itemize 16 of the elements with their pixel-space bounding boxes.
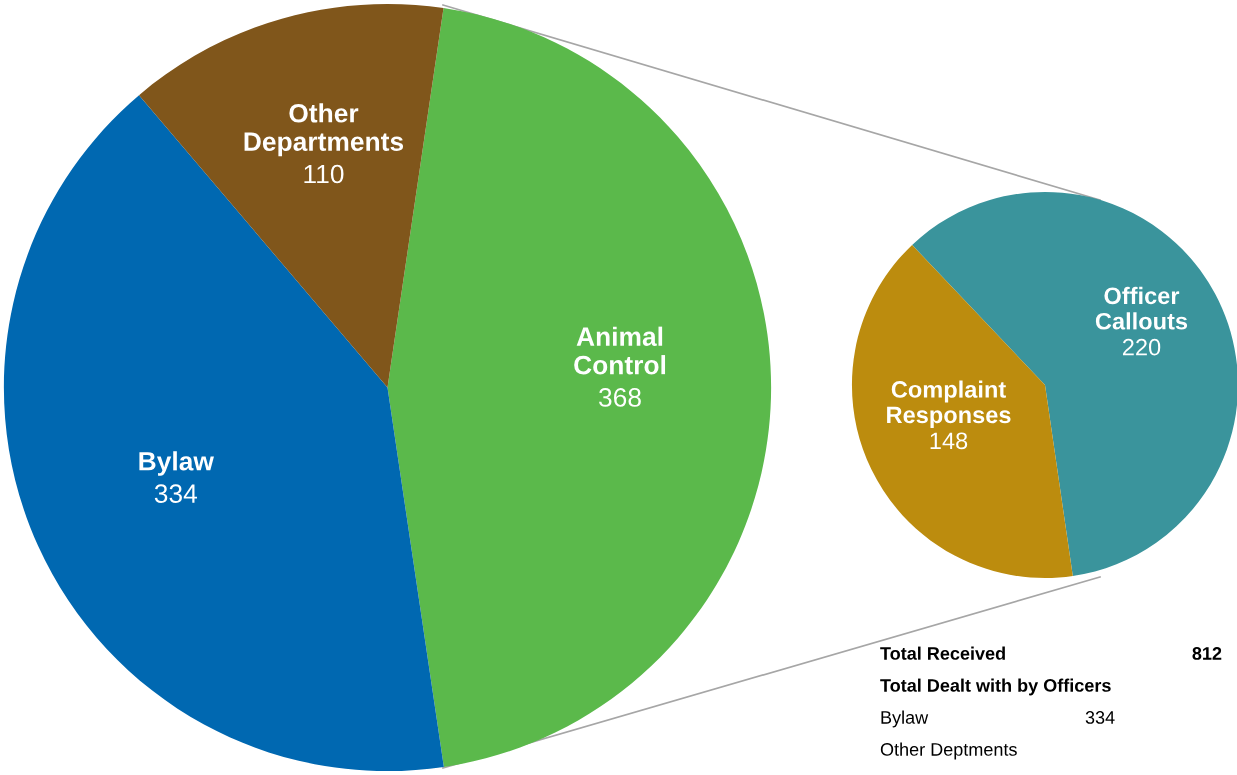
- slice-label: Other Departments: [244, 103, 404, 157]
- text: 812: [1192, 647, 1222, 660]
- data-label: 220: [1122, 338, 1161, 356]
- data-label: 368: [598, 388, 641, 407]
- text: Other Deptments: [880, 742, 1017, 760]
- text: Bylaw: [881, 710, 929, 728]
- data-label: 334: [154, 484, 198, 503]
- text: Total Received: [880, 646, 1005, 660]
- data-label: 110: [304, 164, 344, 184]
- data-label: 148: [930, 432, 968, 450]
- slice-label: Complaint Responses: [887, 380, 1011, 428]
- slice-label: Animal Control: [574, 326, 666, 375]
- slice-label: Officer Callouts: [1095, 286, 1188, 330]
- text: Total Dealt with by Officers: [880, 678, 1111, 696]
- text: 334: [1085, 711, 1115, 724]
- slice-label: Bylaw: [139, 451, 214, 476]
